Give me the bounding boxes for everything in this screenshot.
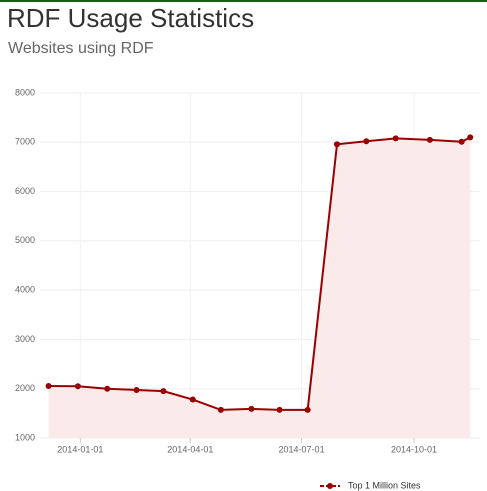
point bbox=[304, 406, 311, 413]
chart-title: RDF Usage Statistics bbox=[7, 3, 254, 33]
point bbox=[426, 136, 433, 143]
point bbox=[133, 386, 140, 393]
point bbox=[217, 406, 224, 413]
y-tick-label: 7000 bbox=[15, 137, 35, 147]
x-tick-label: 2014-07-01 bbox=[279, 444, 325, 454]
y-tick-label: 3000 bbox=[15, 334, 35, 344]
point bbox=[334, 141, 340, 148]
point bbox=[363, 138, 370, 145]
point bbox=[189, 396, 196, 403]
y-tick-label: 2000 bbox=[15, 383, 35, 393]
legend-marker bbox=[327, 483, 333, 489]
line bbox=[48, 136, 471, 411]
point bbox=[248, 405, 255, 412]
chart-subtitle: Websites using RDF bbox=[8, 40, 154, 57]
x-tick-label: 2014-10-01 bbox=[391, 444, 437, 454]
point bbox=[392, 135, 399, 142]
point bbox=[458, 138, 465, 145]
point bbox=[276, 406, 283, 413]
y-tick-label: 4000 bbox=[15, 285, 35, 295]
y-tick-label: 1000 bbox=[15, 432, 35, 442]
y-tick-label: 6000 bbox=[15, 186, 35, 196]
top-border bbox=[0, 0, 487, 2]
x-tick-label: 2014-04-01 bbox=[167, 444, 213, 454]
y-tick-label: 8000 bbox=[15, 87, 35, 97]
area bbox=[48, 137, 471, 438]
point bbox=[74, 383, 81, 390]
y-tick-label: 5000 bbox=[15, 235, 35, 245]
x-tick-label: 2014-01-01 bbox=[57, 444, 103, 454]
point bbox=[467, 134, 474, 141]
point bbox=[45, 383, 52, 390]
legend-label: Top 1 Million Sites bbox=[348, 480, 421, 490]
point bbox=[104, 385, 111, 392]
point bbox=[160, 388, 167, 395]
